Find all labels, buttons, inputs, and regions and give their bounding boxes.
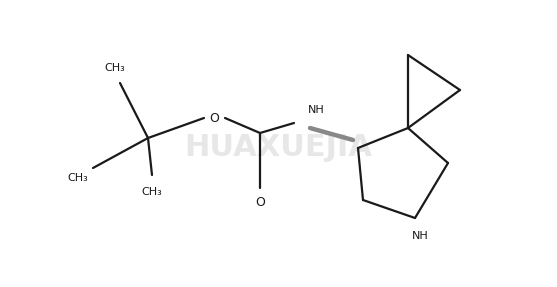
Text: HUAXUEJIA: HUAXUEJIA <box>184 133 372 162</box>
Text: CH₃: CH₃ <box>141 187 163 197</box>
Text: O: O <box>255 197 265 210</box>
Text: NH: NH <box>307 105 324 115</box>
Text: NH: NH <box>412 231 428 241</box>
Text: CH₃: CH₃ <box>105 63 125 73</box>
Text: CH₃: CH₃ <box>67 173 89 183</box>
Text: O: O <box>209 112 219 125</box>
